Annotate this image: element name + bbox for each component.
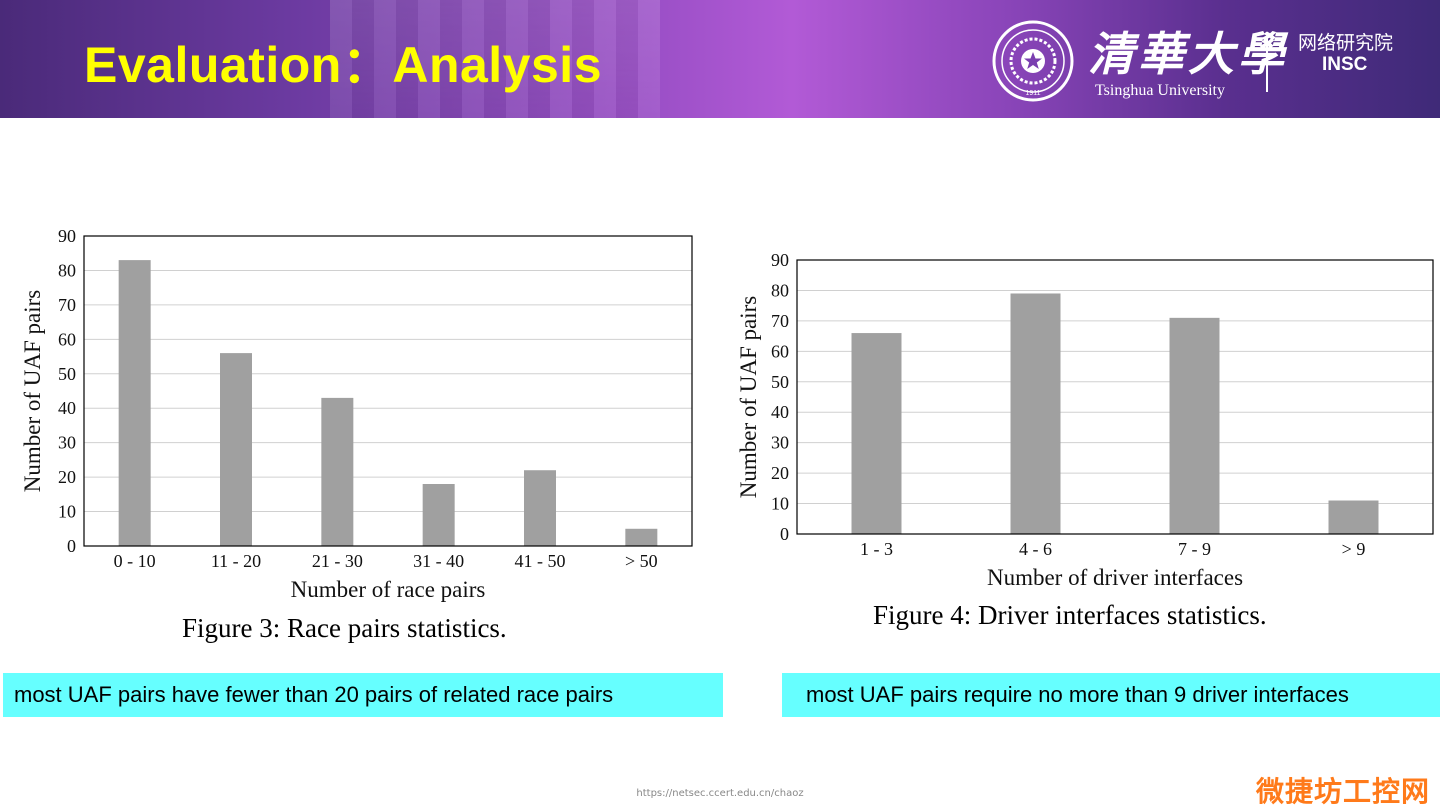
- bar: [851, 333, 902, 534]
- right-note: most UAF pairs require no more than 9 dr…: [782, 673, 1440, 717]
- y-tick-label: 90: [58, 226, 76, 246]
- bar: [1328, 500, 1379, 534]
- y-tick-label: 0: [780, 524, 789, 544]
- bar: [1169, 317, 1220, 534]
- y-tick-label: 80: [771, 280, 789, 300]
- x-tick-label: 11 - 20: [211, 551, 261, 571]
- figure-3-caption: Figure 3: Race pairs statistics.: [182, 613, 507, 643]
- footer-url: https://netsec.ccert.edu.cn/chaoz: [636, 788, 804, 799]
- university-name-cn: 清華大學: [1088, 27, 1288, 81]
- left-note: most UAF pairs have fewer than 20 pairs …: [3, 673, 723, 717]
- y-tick-label: 40: [58, 398, 76, 418]
- y-tick-label: 70: [58, 295, 76, 315]
- x-tick-label: 31 - 40: [413, 551, 464, 571]
- y-tick-label: 60: [771, 341, 789, 361]
- x-tick-label: 21 - 30: [312, 551, 363, 571]
- slide-title: Evaluation：Analysis: [84, 37, 602, 93]
- y-tick-label: 30: [771, 433, 789, 453]
- race-pairs-chart: 0 10 20 30 40 50 60 70 80 90 0 - 10 11 - 20 21 - 30 3…: [0, 220, 710, 610]
- bar: [524, 470, 556, 546]
- background-gate-image: [330, 0, 660, 118]
- race-pairs-chart-svg: 0 10 20 30 40 50 60 70 80 90 0 - 10 11 - 20 21 - 30 3…: [20, 226, 693, 602]
- department-name-en: INSC: [1322, 54, 1368, 75]
- bar: [321, 397, 354, 546]
- department-name-cn: 网络研究院: [1298, 32, 1394, 54]
- plot-frame: [796, 259, 1434, 535]
- y-tick-label: 90: [771, 250, 789, 270]
- watermark-logo: 微捷坊工控网: [1255, 775, 1430, 808]
- y-axis-label: Number of UAF pairs: [20, 290, 45, 493]
- university-name-en: Tsinghua University: [1095, 82, 1225, 99]
- y-tick-label: 50: [771, 372, 789, 392]
- bar: [422, 484, 455, 546]
- y-axis-label: Number of UAF pairs: [736, 296, 761, 499]
- bar: [220, 353, 252, 546]
- x-tick-label: 7 - 9: [1178, 539, 1211, 559]
- y-tick-label: 80: [58, 260, 76, 280]
- header-banner: Evaluation：Analysis 1911 清華大學 Tsinghua U…: [0, 0, 1440, 118]
- y-tick-label: 20: [771, 463, 789, 483]
- y-tick-label: 0: [67, 536, 76, 556]
- university-seal-icon: 1911: [992, 20, 1074, 102]
- y-tick-label: 50: [58, 364, 76, 384]
- x-axis-label: Number of driver interfaces: [987, 565, 1243, 590]
- bar: [118, 260, 151, 546]
- x-tick-label: 41 - 50: [515, 551, 566, 571]
- driver-interfaces-chart-svg: 0 10 20 30 40 50 60 70 80 90 1 - 3 4 - 6 7 - 9 > 9 Num…: [736, 250, 1434, 590]
- x-tick-label: 0 - 10: [114, 551, 156, 571]
- y-tick-label: 10: [58, 502, 76, 522]
- bar: [1010, 293, 1061, 534]
- seal-year: 1911: [1025, 90, 1040, 97]
- bar: [625, 528, 658, 546]
- x-tick-label: > 9: [1342, 539, 1366, 559]
- y-tick-label: 70: [771, 311, 789, 331]
- y-tick-label: 20: [58, 467, 76, 487]
- driver-interfaces-chart: 0 10 20 30 40 50 60 70 80 90 1 - 3 4 - 6 7 - 9 > 9 Num…: [730, 245, 1440, 595]
- y-tick-label: 10: [771, 494, 789, 514]
- figure-4-caption: Figure 4: Driver interfaces statistics.: [873, 600, 1267, 630]
- x-tick-label: > 50: [625, 551, 658, 571]
- university-logo: 1911 清華大學 Tsinghua University 网络研究院 INSC: [992, 18, 1422, 104]
- y-tick-label: 60: [58, 329, 76, 349]
- y-tick-label: 30: [58, 433, 76, 453]
- x-tick-label: 4 - 6: [1019, 539, 1052, 559]
- y-tick-label: 40: [771, 402, 789, 422]
- logo-divider: [1266, 36, 1268, 92]
- x-tick-label: 1 - 3: [860, 539, 893, 559]
- plot-frame: [83, 235, 693, 547]
- x-axis-label: Number of race pairs: [291, 577, 486, 602]
